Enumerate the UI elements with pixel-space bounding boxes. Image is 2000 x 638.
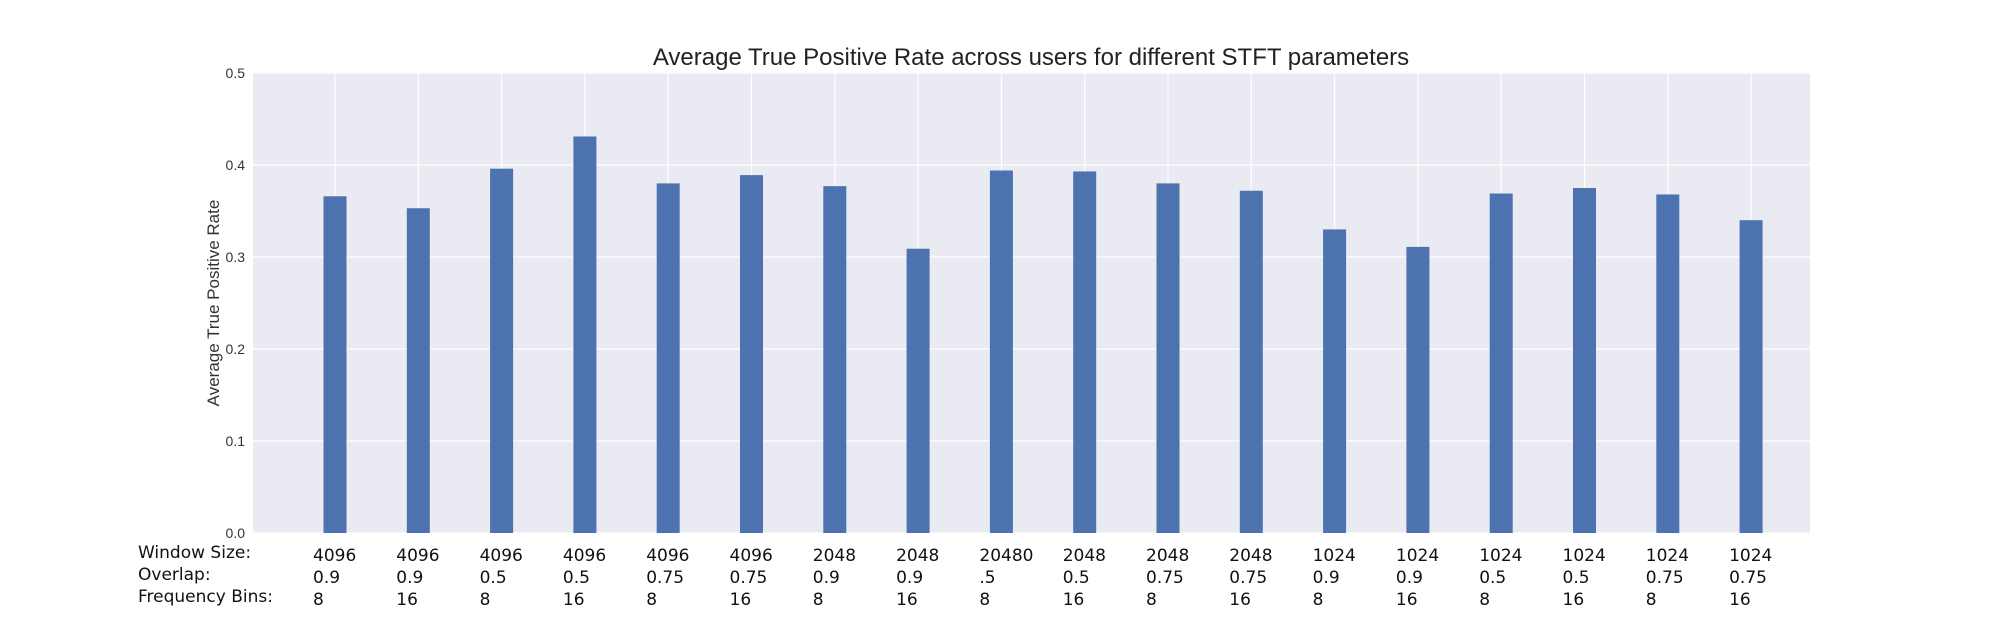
y-tick-label: 0.3 (226, 249, 246, 265)
overlap-label: 0.9 (396, 568, 423, 588)
window-size-label: 1024 (1729, 546, 1772, 566)
window-size-label: 1024 (1646, 546, 1689, 566)
window-size-label: 4096 (730, 546, 773, 566)
overlap-label: 0.9 (896, 568, 923, 588)
row-label-overlap: Overlap: (138, 565, 211, 585)
frequency-bins-label: 16 (1063, 590, 1085, 610)
bar (989, 170, 1013, 533)
x-parameter-labels: 40960.9840960.91640960.5840960.51640960.… (313, 546, 1772, 610)
window-size-label: 2048 (1063, 546, 1106, 566)
frequency-bins-label: 16 (730, 590, 752, 610)
bar (906, 248, 930, 533)
bar (406, 208, 430, 534)
bar (1156, 183, 1180, 533)
y-tick-label: 0.0 (226, 525, 246, 541)
bar (740, 175, 763, 533)
window-size-label: 20480 (979, 546, 1033, 566)
overlap-label: 0.9 (1313, 568, 1340, 588)
bar (1656, 194, 1680, 533)
window-size-label: 1024 (1313, 546, 1356, 566)
bar (323, 196, 347, 533)
frequency-bins-label: 16 (396, 590, 418, 610)
window-size-label: 1024 (1479, 546, 1522, 566)
frequency-bins-label: 16 (896, 590, 918, 610)
bars (323, 136, 1763, 534)
frequency-bins-label: 8 (646, 590, 657, 610)
window-size-label: 4096 (563, 546, 606, 566)
frequency-bins-label: 8 (1479, 590, 1490, 610)
overlap-label: 0.5 (480, 568, 507, 588)
frequency-bins-label: 8 (313, 590, 324, 610)
row-label-frequency-bins: Frequency Bins: (138, 587, 273, 607)
window-size-label: 4096 (313, 546, 356, 566)
bar (823, 186, 847, 533)
bar (1073, 171, 1097, 533)
bar (1489, 193, 1513, 533)
window-size-label: 4096 (480, 546, 523, 566)
bar (1573, 188, 1596, 533)
y-tick-label: 0.2 (226, 341, 246, 357)
overlap-label: 0.75 (1729, 568, 1767, 588)
frequency-bins-label: 8 (1146, 590, 1157, 610)
bar (1739, 220, 1763, 533)
overlap-label: 0.5 (563, 568, 590, 588)
window-size-label: 2048 (1229, 546, 1272, 566)
y-tick-label: 0.4 (226, 157, 246, 173)
window-size-label: 2048 (896, 546, 939, 566)
bar (1406, 246, 1430, 533)
frequency-bins-label: 8 (1313, 590, 1324, 610)
bar (1239, 190, 1263, 533)
frequency-bins-label: 16 (1396, 590, 1418, 610)
overlap-label: 0.75 (1229, 568, 1267, 588)
overlap-label: .5 (979, 568, 995, 588)
frequency-bins-label: 16 (1729, 590, 1751, 610)
frequency-bins-label: 8 (979, 590, 990, 610)
bar (573, 136, 597, 534)
y-tick-labels: 0.0 0.1 0.2 0.3 0.4 0.5 (226, 65, 246, 541)
window-size-label: 2048 (1146, 546, 1189, 566)
frequency-bins-label: 8 (1646, 590, 1657, 610)
frequency-bins-label: 8 (480, 590, 491, 610)
window-size-label: 1024 (1396, 546, 1439, 566)
frequency-bins-label: 16 (1229, 590, 1251, 610)
window-size-label: 4096 (396, 546, 439, 566)
overlap-label: 0.5 (1063, 568, 1090, 588)
window-size-label: 1024 (1563, 546, 1606, 566)
chart-title: Average True Positive Rate across users … (653, 44, 1409, 71)
y-axis-label: Average True Positive Rate (204, 200, 223, 407)
overlap-label: 0.75 (646, 568, 684, 588)
frequency-bins-label: 8 (813, 590, 824, 610)
overlap-label: 0.9 (813, 568, 840, 588)
y-tick-label: 0.1 (226, 433, 246, 449)
window-size-label: 4096 (646, 546, 689, 566)
window-size-label: 2048 (813, 546, 856, 566)
overlap-label: 0.9 (313, 568, 340, 588)
bar (656, 183, 680, 533)
overlap-label: 0.5 (1563, 568, 1590, 588)
overlap-label: 0.75 (1646, 568, 1684, 588)
frequency-bins-label: 16 (1563, 590, 1585, 610)
overlap-label: 0.5 (1479, 568, 1506, 588)
overlap-label: 0.75 (730, 568, 768, 588)
overlap-label: 0.9 (1396, 568, 1423, 588)
overlap-label: 0.75 (1146, 568, 1184, 588)
bar (1323, 229, 1347, 533)
y-tick-label: 0.5 (226, 65, 246, 81)
frequency-bins-label: 16 (563, 590, 585, 610)
row-label-window-size: Window Size: (138, 543, 251, 563)
bar (490, 168, 514, 533)
